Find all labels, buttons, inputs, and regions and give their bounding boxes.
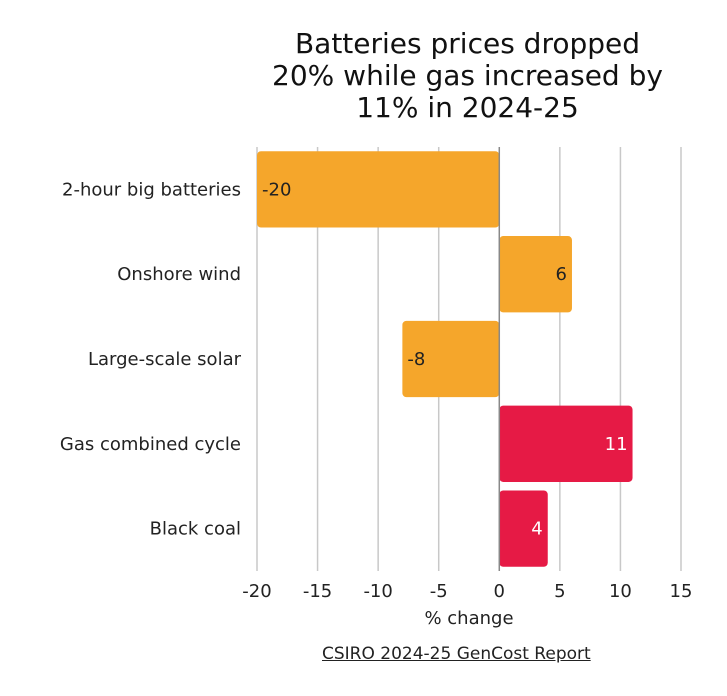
- x-tick-label: -10: [363, 581, 392, 602]
- x-tick-label: -5: [430, 581, 448, 602]
- chart-title: Batteries prices dropped 20% while gas i…: [255, 28, 680, 124]
- x-axis-title: % change: [424, 608, 513, 629]
- category-label: Large-scale solar: [88, 349, 242, 370]
- bar-value-label: 4: [531, 519, 542, 540]
- x-tick-label: -20: [242, 581, 271, 602]
- category-label: 2-hour big batteries: [62, 179, 241, 200]
- category-label: Onshore wind: [117, 264, 241, 285]
- bar: [499, 236, 572, 313]
- chart-title-line: 20% while gas increased by: [272, 59, 663, 92]
- bar-value-label: -8: [407, 349, 425, 370]
- x-tick-label: 15: [670, 581, 693, 602]
- bar-value-label: -20: [262, 179, 291, 200]
- x-tick-label: -15: [303, 581, 332, 602]
- chart-title-line: Batteries prices dropped: [294, 27, 641, 60]
- bar: [402, 320, 500, 398]
- x-tick-label: 0: [494, 581, 505, 602]
- bar: [499, 405, 633, 482]
- bars: -20 6 -8 11 4: [257, 151, 633, 567]
- x-tick-labels: -20 -15 -10 -5 0 5 10 15: [242, 581, 692, 602]
- x-tick-label: 10: [609, 581, 632, 602]
- category-label: Black coal: [150, 519, 241, 540]
- x-tick-label: 5: [554, 581, 565, 602]
- bar: [499, 490, 548, 567]
- category-label: Gas combined cycle: [60, 434, 241, 455]
- chart-title-line: 11% in 2024-25: [356, 91, 579, 124]
- category-labels: 2-hour big batteries Onshore wind Large-sc…: [60, 179, 242, 539]
- source-link[interactable]: CSIRO 2024-25 GenCost Report: [322, 644, 591, 664]
- bar-value-label: 11: [605, 434, 628, 455]
- bar-value-label: 6: [556, 264, 567, 285]
- bar: [257, 151, 500, 228]
